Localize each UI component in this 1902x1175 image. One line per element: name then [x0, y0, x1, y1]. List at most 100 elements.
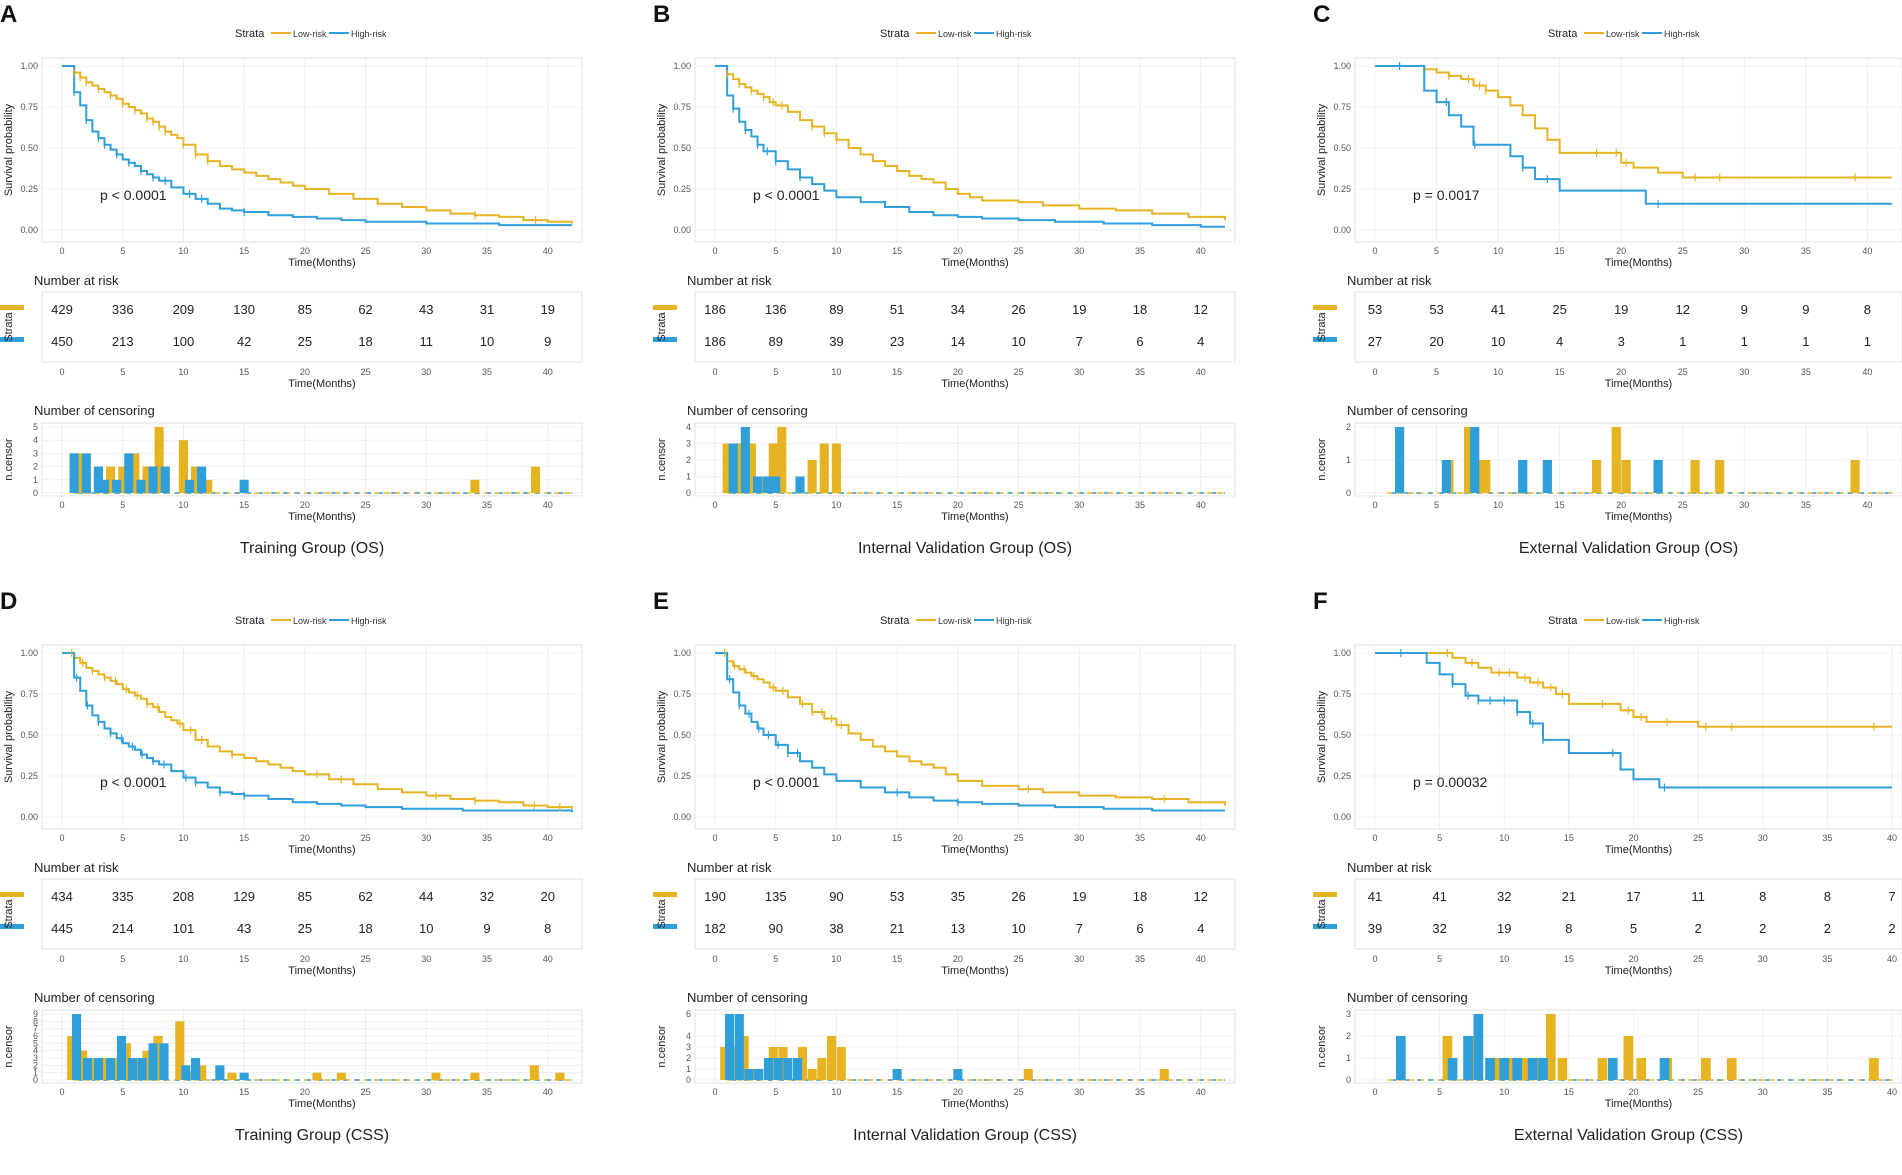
km-xtick: 15	[239, 833, 249, 843]
km-ytick: 1.00	[1333, 648, 1351, 658]
censor-xtick: 5	[773, 500, 778, 510]
censor-ytick: 0	[686, 1075, 691, 1085]
censor-ytick: 0	[33, 1075, 38, 1085]
risk-table: Number at riskStrata19018201359059038105…	[653, 860, 1236, 977]
km-xtick: 10	[831, 833, 841, 843]
risk-low-count: 51	[890, 302, 904, 317]
censor-bar-high-risk	[197, 466, 207, 493]
censor-bar-high-risk	[1527, 1058, 1538, 1080]
km-line-high-risk	[62, 65, 572, 227]
censor-xlabel: Time(Months)	[1605, 1098, 1672, 1110]
legend-low-label: Low-risk	[293, 29, 327, 39]
risk-low-swatch	[1313, 305, 1337, 310]
risk-high-count: 10	[1491, 334, 1505, 349]
censor-bar-low-risk	[1023, 1069, 1033, 1080]
p-value: p = 0.0017	[1413, 187, 1480, 203]
risk-low-count: 130	[233, 302, 255, 317]
risk-high-count: 25	[298, 334, 312, 349]
risk-title: Number at risk	[34, 273, 119, 288]
censor-xtick: 30	[1758, 1087, 1768, 1097]
risk-ylabel: Strata	[656, 311, 668, 341]
censor-bar-low-risk	[817, 1058, 827, 1080]
risk-high-count: 39	[829, 334, 843, 349]
censor-bar-low-risk	[1463, 427, 1474, 493]
km-xtick: 40	[1887, 833, 1897, 843]
censor-bar-low-risk	[1557, 1058, 1568, 1080]
legend-high-label: High-risk	[1664, 29, 1700, 39]
censor-bar-low-risk	[1850, 460, 1860, 493]
censor-bar-low-risk	[178, 440, 188, 493]
km-frame	[41, 644, 583, 830]
censor-bar-high-risk	[93, 1058, 103, 1080]
censor-bar-high-risk	[1473, 1014, 1484, 1080]
risk-xtick: 20	[1616, 367, 1626, 377]
km-ytick: 0.25	[1333, 184, 1351, 194]
km-xtick: 0	[59, 833, 64, 843]
risk-xtick: 10	[1493, 367, 1503, 377]
censor-bar-high-risk	[1538, 1058, 1548, 1080]
censor-xtick: 25	[361, 500, 371, 510]
risk-high-count: 1	[1679, 334, 1686, 349]
censor-ytick: 6	[686, 1009, 691, 1019]
censor-xtick: 25	[361, 1087, 371, 1097]
km-ytick: 0.00	[1333, 225, 1351, 235]
p-value: p < 0.0001	[753, 774, 820, 790]
risk-high-count: 27	[1368, 334, 1382, 349]
censor-xtick: 10	[831, 1087, 841, 1097]
km-line-low-risk	[62, 652, 573, 809]
censor-bar-low-risk	[531, 466, 541, 493]
censor-ytick: 7	[33, 1024, 38, 1034]
censor-bar-low-risk	[1494, 1058, 1504, 1080]
censor-bar-low-risk	[470, 1072, 480, 1080]
risk-high-count: 2	[1888, 921, 1895, 936]
risk-low-count: 190	[704, 889, 726, 904]
risk-low-count: 44	[419, 889, 433, 904]
risk-xtick: 10	[178, 954, 188, 964]
censor-bar-low-risk	[1621, 460, 1631, 493]
panel-caption: Training Group (CSS)	[235, 1127, 389, 1144]
risk-low-count: 129	[233, 889, 255, 904]
risk-xtick: 25	[1678, 367, 1688, 377]
risk-high-count: 7	[1076, 921, 1083, 936]
panel-caption: External Validation Group (CSS)	[1514, 1127, 1743, 1144]
censor-bar-high-risk	[1395, 427, 1405, 493]
legend: Strata Low-risk High-risk	[235, 28, 387, 40]
km-xtick: 40	[543, 833, 553, 843]
censor-xtick: 5	[1437, 1087, 1442, 1097]
censor-xtick: 0	[1372, 1087, 1377, 1097]
km-xtick: 40	[1196, 246, 1206, 256]
km-xtick: 30	[421, 246, 431, 256]
censor-xtick: 20	[300, 500, 310, 510]
panel-label: A	[0, 1, 17, 28]
censor-bar-low-risk	[1636, 1058, 1647, 1080]
risk-xtick: 35	[1822, 954, 1832, 964]
censor-xtick: 30	[1074, 500, 1084, 510]
risk-table: Number at riskStrata42945003362135209100…	[0, 273, 583, 390]
censor-bar-high-risk	[734, 1014, 744, 1080]
censor-bar-high-risk	[953, 1069, 963, 1080]
risk-low-count: 434	[51, 889, 73, 904]
censor-ytick: 2	[1346, 422, 1351, 432]
censor-xtick: 0	[59, 500, 64, 510]
risk-low-count: 8	[1864, 302, 1871, 317]
censor-bar-high-risk	[124, 453, 134, 493]
risk-low-count: 136	[765, 302, 787, 317]
risk-xtick: 0	[1372, 367, 1377, 377]
censor-bar-high-risk	[184, 479, 195, 493]
km-ytick: 0.50	[20, 143, 38, 153]
risk-low-count: 32	[480, 889, 494, 904]
censor-bar-high-risk	[127, 1058, 137, 1080]
panel-d: D Strata Low-risk High-risk 0.00 0.25 0.50 0.75…	[0, 588, 583, 1144]
risk-high-swatch	[0, 924, 24, 929]
risk-low-count: 62	[358, 889, 372, 904]
risk-low-count: 21	[1562, 889, 1576, 904]
p-value: p < 0.0001	[753, 187, 820, 203]
risk-xtick: 15	[1564, 954, 1574, 964]
censor-bar-low-risk	[1715, 460, 1725, 493]
risk-xtick: 0	[59, 954, 64, 964]
km-ytick: 0.50	[673, 730, 691, 740]
censor-ytick: 6	[33, 1031, 38, 1041]
censor-ytick: 0	[1346, 488, 1351, 498]
km-xtick: 25	[361, 246, 371, 256]
